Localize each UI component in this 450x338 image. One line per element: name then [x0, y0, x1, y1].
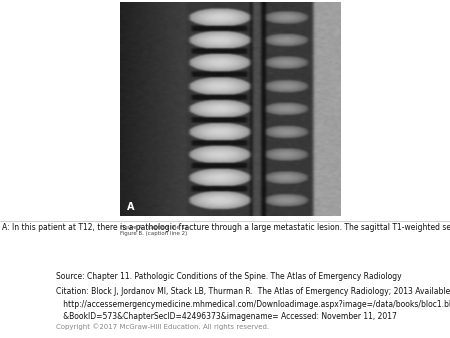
Text: http://accessemergencymedicine.mhmedical.com/Downloadimage.aspx?image=/data/book: http://accessemergencymedicine.mhmedical…: [56, 300, 450, 309]
Text: Copyright ©2017 McGraw-Hill Education. All rights reserved.: Copyright ©2017 McGraw-Hill Education. A…: [56, 323, 270, 330]
Text: A: A: [127, 202, 134, 212]
Text: Source: Chapter 11. Pathologic Conditions of the Spine. The Atlas of Emergency R: Source: Chapter 11. Pathologic Condition…: [56, 272, 402, 281]
Text: A: In this patient at T12, there is a pathologic fracture through a large metast: A: In this patient at T12, there is a pa…: [2, 223, 450, 232]
Text: Citation: Block J, Jordanov MI, Stack LB, Thurman R.  The Atlas of Emergency Rad: Citation: Block J, Jordanov MI, Stack LB…: [56, 287, 450, 296]
Text: Figure A. (caption line 1)
Figure B. (caption line 2): Figure A. (caption line 1) Figure B. (ca…: [120, 225, 187, 236]
Text: &BookID=573&ChapterSecID=42496373&imagename= Accessed: November 11, 2017: &BookID=573&ChapterSecID=42496373&imagen…: [56, 312, 397, 321]
Text: Mc
Graw
Hill
Education: Mc Graw Hill Education: [6, 293, 50, 337]
